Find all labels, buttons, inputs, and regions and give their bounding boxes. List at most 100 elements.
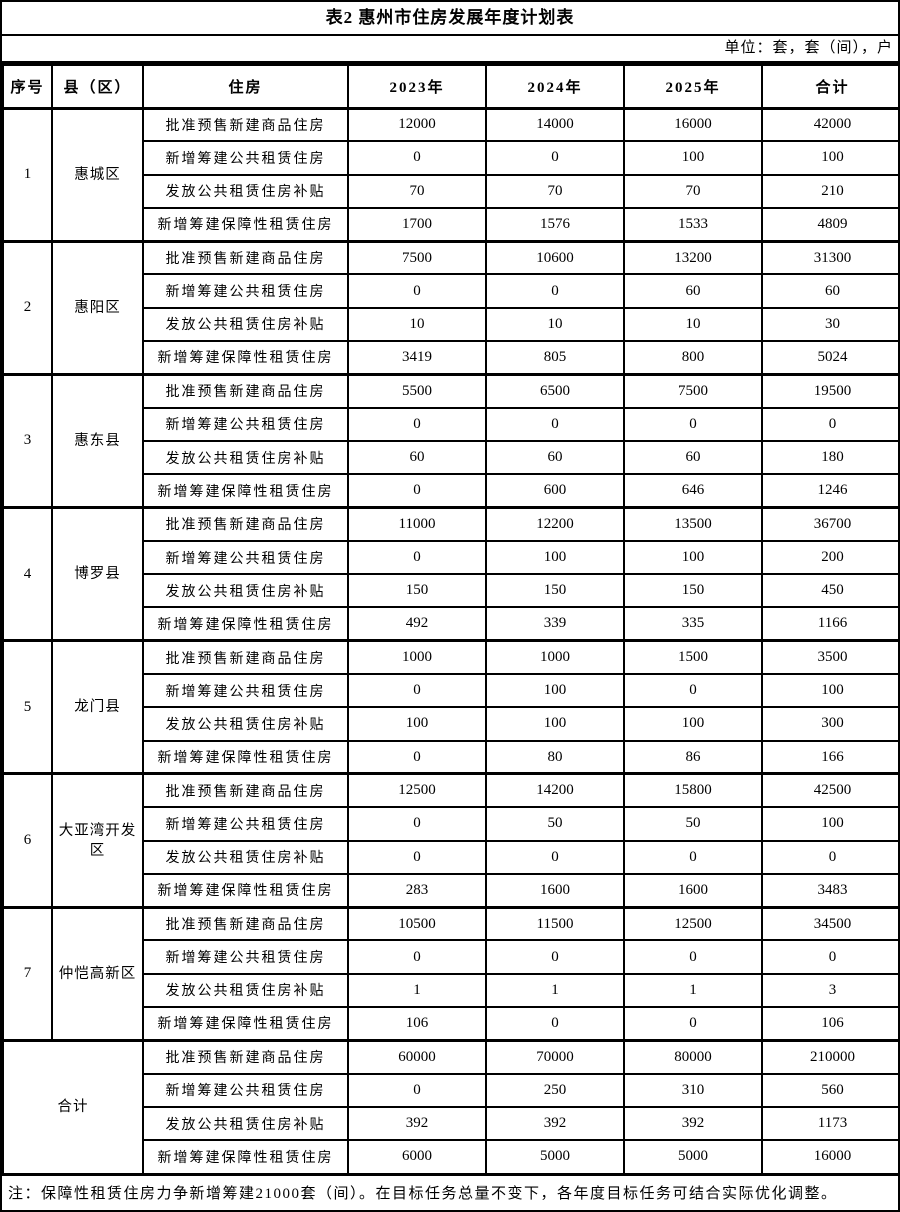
value-cell: 100 [623, 140, 763, 176]
table-row: 6 大亚湾开发区 批准预售新建商品住房 12500 14200 15800 42500 [2, 772, 900, 909]
housing-type-cell: 批准预售新建商品住房 [142, 639, 349, 676]
row-number-cell: 3 [2, 372, 53, 509]
table-row: 4 博罗县 批准预售新建商品住房 11000 12200 13500 36700 [2, 506, 900, 642]
value-cell: 0 [623, 673, 763, 709]
col-header-seq: 序号 [2, 64, 53, 109]
table-row: 1 惠城区 批准预售新建商品住房 12000 14000 16000 42000 [2, 106, 900, 243]
value-cell: 5500 [347, 372, 487, 409]
value-cell: 0 [623, 939, 763, 975]
value-cell: 0 [623, 839, 763, 875]
value-cell: 12200 [485, 506, 625, 542]
value-cell: 12000 [347, 106, 487, 143]
housing-type-cell: 新增筹建公共租赁住房 [142, 406, 349, 442]
value-cell: 392 [485, 1105, 625, 1142]
value-cell: 0 [485, 839, 625, 875]
value-cell: 283 [347, 872, 487, 909]
district-name-cell: 惠城区 [51, 106, 144, 243]
value-cell: 0 [761, 939, 900, 975]
table-row: 新增筹建公共租赁住房 0 0 60 60 [3, 273, 900, 309]
value-cell: 0 [485, 939, 625, 975]
value-cell: 50 [485, 806, 625, 842]
table-row: 发放公共租赁住房补贴 1 1 1 3 [3, 972, 900, 1009]
value-cell: 14000 [485, 106, 625, 143]
value-cell: 60 [623, 439, 763, 476]
value-cell: 1576 [485, 206, 625, 243]
value-cell: 100 [485, 706, 625, 742]
value-cell: 1 [485, 972, 625, 1009]
housing-type-cell: 新增筹建保障性租赁住房 [142, 1139, 349, 1175]
value-cell: 166 [761, 739, 900, 775]
unit-note: 单位：套，套（间），户 [2, 36, 898, 64]
housing-type-cell: 新增筹建保障性租赁住房 [142, 1006, 349, 1042]
value-cell: 0 [347, 273, 487, 309]
housing-type-cell: 新增筹建公共租赁住房 [142, 806, 349, 842]
table-row: 新增筹建保障性租赁住房 106 0 0 106 [3, 1006, 900, 1042]
value-cell: 60 [485, 439, 625, 476]
table-row: 新增筹建保障性租赁住房 0 80 86 166 [3, 739, 900, 775]
district-name-cell: 博罗县 [51, 506, 144, 642]
housing-type-cell: 批准预售新建商品住房 [142, 1038, 349, 1075]
value-cell: 450 [761, 573, 900, 609]
table-row: 发放公共租赁住房补贴 0 0 0 0 [3, 839, 900, 875]
value-cell: 19500 [761, 372, 900, 409]
value-cell: 0 [347, 140, 487, 176]
value-cell: 0 [347, 939, 487, 975]
value-cell: 70 [485, 173, 625, 209]
table-row: 新增筹建保障性租赁住房 6000 5000 5000 16000 [3, 1139, 900, 1175]
value-cell: 30 [761, 306, 900, 343]
table-row: 新增筹建公共租赁住房 0 250 310 560 [3, 1072, 900, 1108]
table-row: 2 惠阳区 批准预售新建商品住房 7500 10600 13200 31300 [2, 239, 900, 376]
housing-type-cell: 新增筹建保障性租赁住房 [142, 340, 349, 376]
housing-type-cell: 新增筹建保障性租赁住房 [142, 206, 349, 243]
value-cell: 100 [623, 706, 763, 742]
value-cell: 42000 [761, 106, 900, 143]
table-row: 发放公共租赁住房补贴 70 70 70 210 [3, 173, 900, 209]
value-cell: 100 [485, 539, 625, 576]
value-cell: 1600 [485, 872, 625, 909]
value-cell: 70 [347, 173, 487, 209]
table-row: 新增筹建公共租赁住房 0 50 50 100 [3, 806, 900, 842]
value-cell: 0 [347, 539, 487, 576]
table-row: 新增筹建公共租赁住房 0 0 0 0 [3, 406, 900, 442]
housing-type-cell: 新增筹建公共租赁住房 [142, 273, 349, 309]
district-name-cell: 仲恺高新区 [51, 905, 144, 1042]
value-cell: 3 [761, 972, 900, 1009]
value-cell: 0 [761, 406, 900, 442]
housing-type-cell: 新增筹建公共租赁住房 [142, 539, 349, 576]
value-cell: 10 [347, 306, 487, 343]
value-cell: 12500 [347, 772, 487, 809]
value-cell: 0 [347, 806, 487, 842]
housing-type-cell: 发放公共租赁住房补贴 [142, 439, 349, 476]
housing-type-cell: 发放公共租赁住房补贴 [142, 573, 349, 609]
row-number-cell: 1 [2, 106, 53, 243]
value-cell: 13500 [623, 506, 763, 542]
value-cell: 5024 [761, 340, 900, 376]
value-cell: 200 [761, 539, 900, 576]
value-cell: 0 [623, 406, 763, 442]
value-cell: 60 [347, 439, 487, 476]
housing-type-cell: 发放公共租赁住房补贴 [142, 972, 349, 1009]
value-cell: 11500 [485, 905, 625, 942]
value-cell: 16000 [761, 1139, 900, 1175]
value-cell: 31300 [761, 239, 900, 276]
col-header-total: 合计 [761, 64, 900, 109]
value-cell: 0 [485, 406, 625, 442]
row-number-cell: 6 [2, 772, 53, 909]
value-cell: 150 [347, 573, 487, 609]
housing-type-cell: 发放公共租赁住房补贴 [142, 1105, 349, 1142]
value-cell: 1 [347, 972, 487, 1009]
value-cell: 5000 [623, 1139, 763, 1175]
value-cell: 560 [761, 1072, 900, 1108]
housing-type-cell: 新增筹建保障性租赁住房 [142, 473, 349, 509]
value-cell: 335 [623, 606, 763, 642]
value-cell: 300 [761, 706, 900, 742]
table-row: 新增筹建公共租赁住房 0 0 100 100 [3, 140, 900, 176]
value-cell: 13200 [623, 239, 763, 276]
value-cell: 10 [623, 306, 763, 343]
col-header-2024: 2024年 [485, 64, 625, 109]
table-row: 发放公共租赁住房补贴 10 10 10 30 [3, 306, 900, 343]
table-row: 新增筹建保障性租赁住房 0 600 646 1246 [3, 473, 900, 509]
row-number-cell: 7 [2, 905, 53, 1042]
value-cell: 6500 [485, 372, 625, 409]
value-cell: 80 [485, 739, 625, 775]
